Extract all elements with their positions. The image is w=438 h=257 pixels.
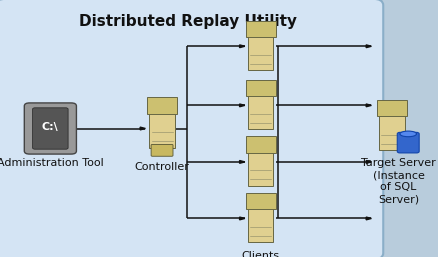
Polygon shape: [366, 161, 371, 163]
Polygon shape: [366, 217, 371, 220]
FancyBboxPatch shape: [246, 136, 276, 153]
FancyBboxPatch shape: [246, 193, 276, 209]
FancyBboxPatch shape: [149, 113, 175, 148]
FancyBboxPatch shape: [397, 132, 419, 153]
FancyBboxPatch shape: [377, 100, 407, 116]
FancyBboxPatch shape: [248, 36, 273, 70]
Polygon shape: [366, 104, 371, 107]
FancyBboxPatch shape: [0, 0, 383, 257]
Text: Administration Tool: Administration Tool: [0, 158, 104, 168]
Polygon shape: [140, 127, 145, 130]
FancyBboxPatch shape: [246, 80, 276, 96]
Polygon shape: [240, 104, 245, 107]
FancyBboxPatch shape: [248, 151, 273, 186]
FancyBboxPatch shape: [25, 103, 76, 154]
Text: Target Server
(Instance
of SQL
Server): Target Server (Instance of SQL Server): [361, 158, 436, 204]
Ellipse shape: [400, 131, 417, 137]
FancyBboxPatch shape: [379, 115, 405, 150]
Text: C:\: C:\: [42, 122, 59, 132]
Text: Clients: Clients: [241, 251, 280, 257]
FancyBboxPatch shape: [147, 97, 177, 114]
Text: Controller: Controller: [134, 162, 190, 172]
Polygon shape: [240, 161, 245, 163]
Polygon shape: [366, 45, 371, 48]
Polygon shape: [240, 45, 245, 48]
FancyBboxPatch shape: [32, 108, 68, 149]
FancyBboxPatch shape: [151, 144, 173, 156]
FancyBboxPatch shape: [248, 208, 273, 242]
FancyBboxPatch shape: [248, 95, 273, 129]
Text: Distributed Replay Utility: Distributed Replay Utility: [79, 14, 297, 29]
Polygon shape: [240, 217, 245, 220]
FancyBboxPatch shape: [246, 21, 276, 37]
